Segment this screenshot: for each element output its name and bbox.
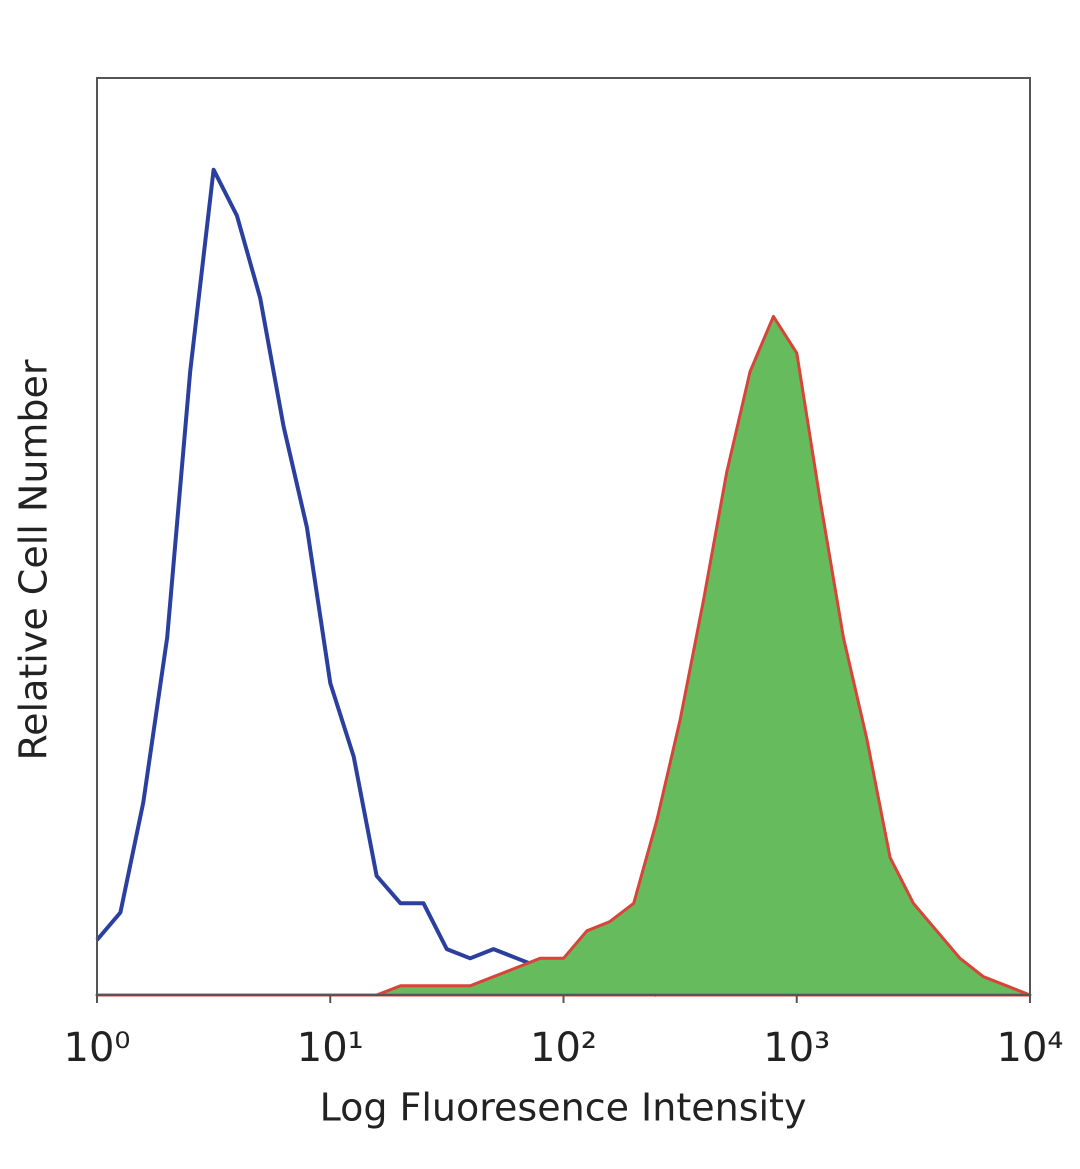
x-tick-label: 10⁰ xyxy=(64,1025,131,1071)
y-axis-label: Relative Cell Number xyxy=(12,359,56,760)
filled-histogram xyxy=(95,314,1032,997)
x-tick-label: 10² xyxy=(530,1025,597,1071)
histogram-line xyxy=(95,167,658,997)
x-tick-label: 10³ xyxy=(763,1025,830,1071)
x-tick-label: 10⁴ xyxy=(997,1025,1064,1071)
x-axis-label: Log Fluoresence Intensity xyxy=(320,1086,807,1130)
x-tick-label: 10¹ xyxy=(297,1025,364,1071)
